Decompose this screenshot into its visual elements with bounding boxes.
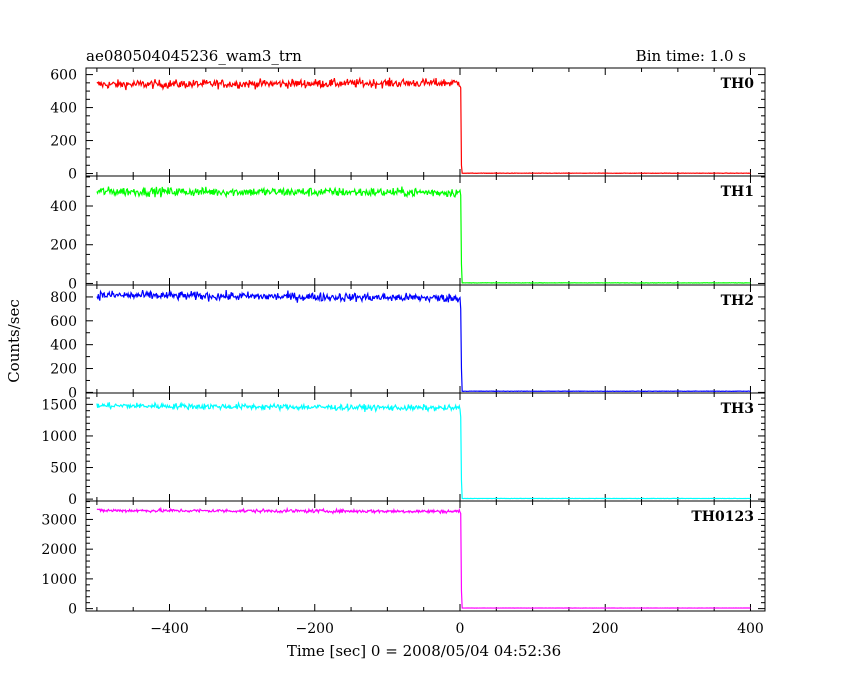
y-tick-label: 800: [50, 290, 77, 306]
y-tick-label: 0: [68, 602, 77, 618]
y-tick-label: 400: [50, 338, 77, 354]
panel-label: TH3: [721, 401, 754, 417]
panel-label: TH1: [721, 184, 754, 200]
y-tick-label: 200: [50, 134, 77, 150]
panel-th0123: 0 1000 2000 3000 TH0123 −400 −200 0 200 400: [41, 500, 766, 637]
y-tick-label: 200: [50, 362, 77, 378]
series-line-th0123: [96, 506, 751, 609]
y-tick-label: 400: [50, 101, 77, 117]
panel-label: TH2: [721, 293, 754, 309]
y-tick-label: 0: [68, 167, 77, 183]
x-tick-label: 200: [592, 621, 619, 637]
x-tick-label: −400: [150, 621, 188, 637]
panel-frame: [85, 500, 766, 612]
y-tick-label: 3000: [41, 512, 77, 528]
panel-label: TH0: [721, 76, 755, 92]
y-tick-label: 1000: [41, 572, 77, 588]
x-tick-label: −200: [296, 621, 334, 637]
panel-frame: [85, 67, 766, 177]
panel-th2: 0 200 400 600 800 TH2: [50, 284, 766, 401]
series-line-th2: [96, 289, 751, 393]
x-axis-label: Time [sec] 0 = 2008/05/04 04:52:36: [287, 642, 561, 660]
panel-th3: 0 500 1000 1500 TH3: [41, 392, 766, 508]
y-tick-label: 200: [50, 238, 77, 254]
bin-time-label: Bin time: 1.0 s: [636, 47, 746, 65]
y-tick-label: 0: [68, 492, 77, 508]
x-tick-label: 400: [737, 621, 764, 637]
y-tick-label: 400: [50, 199, 77, 215]
panel-th1: 0 200 400 TH1: [50, 175, 766, 292]
chart-title: ae080504045236_wam3_trn: [86, 47, 302, 65]
series-line-th1: [96, 186, 751, 284]
y-tick-label: 1000: [41, 429, 77, 445]
y-tick-label: 500: [50, 461, 77, 477]
series-line-th3: [96, 401, 751, 500]
y-axis-label: Counts/sec: [5, 299, 23, 383]
panel-label: TH0123: [691, 509, 754, 525]
panel-th0: 0 200 400 600 TH0: [50, 67, 766, 183]
series-line-th0: [96, 76, 751, 175]
y-tick-label: 2000: [41, 542, 77, 558]
y-tick-label: 600: [50, 314, 77, 330]
y-tick-label: 1500: [41, 397, 77, 413]
y-tick-label: 0: [68, 385, 77, 401]
panel-frame: [85, 284, 766, 394]
y-tick-label: 0: [68, 276, 77, 292]
x-tick-label: 0: [456, 621, 465, 637]
y-tick-label: 600: [50, 68, 77, 84]
